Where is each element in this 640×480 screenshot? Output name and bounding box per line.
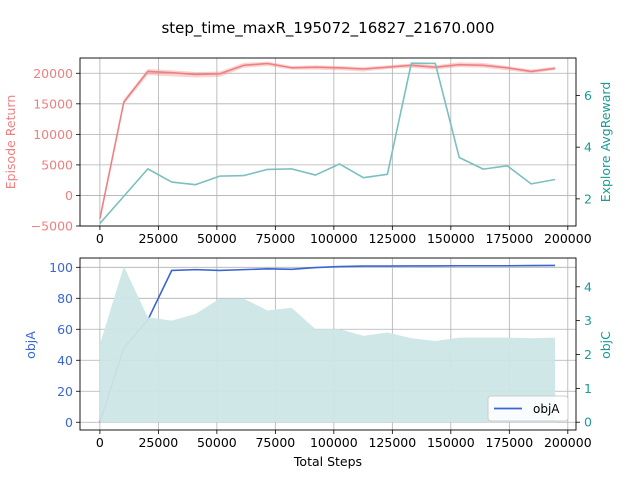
bottom-y-tick-label: 20 <box>57 384 73 399</box>
top-y-tick-label: −5000 <box>31 219 73 234</box>
bottom-y-tick-label: 0 <box>65 415 73 430</box>
top-y-right-tick-label: 4 <box>584 140 592 155</box>
top-y-tick-label: 10000 <box>33 127 73 142</box>
bottom-y-tick-label: 100 <box>49 260 73 275</box>
top-x-tick-label: 0 <box>96 231 104 246</box>
top-y-right-tick-label: 6 <box>584 88 592 103</box>
top-x-tick-label: 25000 <box>138 231 178 246</box>
bottom-x-tick-label: 25000 <box>138 435 178 450</box>
objc-axis-label: objC <box>598 331 613 359</box>
bottom-x-tick-label: 150000 <box>427 435 475 450</box>
bottom-y-tick-label: 40 <box>57 353 73 368</box>
bottom-y-right-tick-label: 1 <box>584 381 592 396</box>
top-plot-frame <box>79 57 577 227</box>
bottom-panel-axes: 0 25000 50000 75000 100000 125000 150000 175000… <box>49 257 592 450</box>
bottom-y-tick-label: 80 <box>57 291 73 306</box>
top-x-tick-label: 150000 <box>427 231 475 246</box>
episode-return-line <box>99 62 556 219</box>
bottom-panel: 0 25000 50000 75000 100000 125000 150000 175000… <box>23 257 613 469</box>
top-x-tick-label: 75000 <box>255 231 295 246</box>
episode-return-band <box>99 61 556 220</box>
bottom-panel-series <box>99 264 556 423</box>
figure-title: step_time_maxR_195072_16827_21670.000 <box>161 19 494 38</box>
top-y-tick-label: 0 <box>65 188 73 203</box>
total-steps-axis-label: Total Steps <box>293 454 362 469</box>
bottom-x-tick-label: 0 <box>96 435 104 450</box>
legend: objA <box>487 395 569 422</box>
bottom-y-right-tick-label: 4 <box>584 279 592 294</box>
top-y-tick-label: 20000 <box>33 66 73 81</box>
bottom-x-tick-label: 75000 <box>255 435 295 450</box>
objc-area <box>99 266 556 423</box>
top-panel: 0 25000 50000 75000 100000 125000 150000 175000… <box>3 57 613 246</box>
top-x-tick-label: 50000 <box>197 231 237 246</box>
top-x-tick-label: 100000 <box>310 231 358 246</box>
episode-return-axis-label: Episode Return <box>3 95 18 190</box>
top-panel-series <box>99 61 556 224</box>
bottom-x-tick-label: 50000 <box>197 435 237 450</box>
top-y-right-tick-label: 2 <box>584 191 592 206</box>
bottom-y-right-tick-label: 0 <box>584 415 592 430</box>
top-y-tick-label: 5000 <box>41 157 73 172</box>
top-x-tick-label: 200000 <box>544 231 592 246</box>
legend-box <box>487 395 569 422</box>
top-x-tick-label: 175000 <box>485 231 533 246</box>
top-y-tick-label: 15000 <box>33 96 73 111</box>
explore-avgreward-axis-label: Explore AvgReward <box>598 82 613 203</box>
bottom-x-tick-label: 125000 <box>368 435 416 450</box>
bottom-y-tick-label: 60 <box>57 322 73 337</box>
top-panel-axes: 0 25000 50000 75000 100000 125000 150000 175000… <box>31 57 592 246</box>
obja-axis-label: objA <box>23 331 38 359</box>
obja-line <box>99 264 556 423</box>
bottom-y-right-tick-label: 2 <box>584 347 592 362</box>
bottom-plot-frame <box>79 257 577 431</box>
bottom-x-tick-label: 175000 <box>485 435 533 450</box>
top-x-tick-label: 125000 <box>368 231 416 246</box>
bottom-y-right-tick-label: 3 <box>584 313 592 328</box>
bottom-x-tick-label: 200000 <box>544 435 592 450</box>
legend-label-obja: objA <box>533 402 560 416</box>
bottom-x-tick-label: 100000 <box>310 435 358 450</box>
explore-avgreward-line <box>99 62 556 224</box>
